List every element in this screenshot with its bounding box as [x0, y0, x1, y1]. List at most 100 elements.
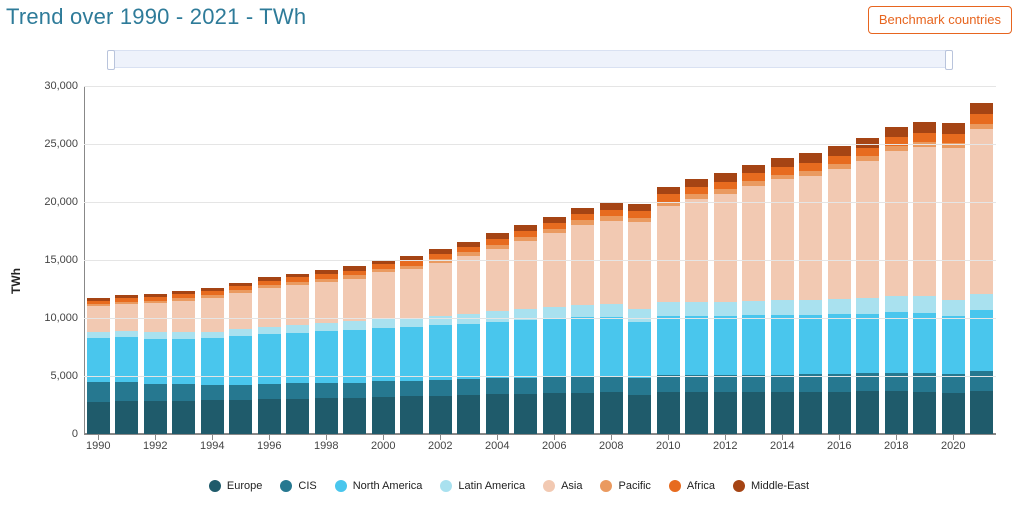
range-handle-right[interactable]: [945, 50, 953, 70]
bar-segment: [372, 328, 395, 382]
bar-segment: [942, 148, 965, 300]
bar[interactable]: [885, 126, 908, 434]
legend-item[interactable]: North America: [333, 480, 425, 492]
x-slot: 2000: [369, 438, 398, 454]
bar-segment: [429, 325, 452, 380]
x-slot: 2008: [597, 438, 626, 454]
bar-segment: [543, 393, 566, 434]
grid-line: [84, 202, 996, 203]
y-tick-label: 10,000: [44, 312, 78, 324]
benchmark-button[interactable]: Benchmark countries: [868, 6, 1012, 34]
bar-segment: [685, 179, 708, 187]
bar-segment: [571, 305, 594, 317]
x-slot: 2006: [540, 438, 569, 454]
bar[interactable]: [543, 217, 566, 434]
bar[interactable]: [942, 123, 965, 434]
legend-item[interactable]: Pacific: [598, 480, 652, 492]
bar[interactable]: [372, 259, 395, 434]
bar-segment: [514, 320, 537, 378]
bar[interactable]: [486, 233, 509, 434]
bar[interactable]: [343, 266, 366, 434]
bar-segment: [372, 397, 395, 434]
bar-segment: [714, 182, 737, 190]
x-slot: [854, 438, 883, 454]
bar-segment: [742, 173, 765, 181]
bar[interactable]: [657, 187, 680, 434]
bar-segment: [400, 327, 423, 380]
bar[interactable]: [571, 207, 594, 434]
bar-segment: [771, 392, 794, 434]
x-slot: [683, 438, 712, 454]
bar-segment: [400, 381, 423, 397]
legend-item[interactable]: Asia: [541, 480, 584, 492]
x-slot: [512, 438, 541, 454]
bar-segment: [486, 322, 509, 378]
legend-item[interactable]: Europe: [207, 480, 264, 492]
bar-segment: [856, 391, 879, 434]
legend-item[interactable]: Middle-East: [731, 480, 811, 492]
bar-segment: [828, 146, 851, 156]
bar[interactable]: [429, 249, 452, 434]
bar-segment: [543, 377, 566, 393]
bar-segment: [486, 311, 509, 322]
bar[interactable]: [714, 173, 737, 434]
year-range-slider[interactable]: [110, 50, 950, 68]
bar[interactable]: [828, 146, 851, 434]
bar[interactable]: [172, 291, 195, 434]
bar-segment: [856, 314, 879, 373]
legend-swatch: [600, 480, 612, 492]
bar-segment: [514, 394, 537, 434]
bar[interactable]: [799, 153, 822, 434]
bar[interactable]: [115, 295, 138, 434]
bar-segment: [457, 395, 480, 434]
bar-segment: [742, 315, 765, 374]
y-tick-label: 0: [72, 428, 78, 440]
x-slot: [797, 438, 826, 454]
x-slot: 2004: [483, 438, 512, 454]
bar-segment: [144, 401, 167, 434]
bar-segment: [685, 199, 708, 302]
y-tick-label: 5,000: [50, 370, 78, 382]
bar[interactable]: [742, 165, 765, 434]
bar-segment: [913, 122, 936, 133]
bar[interactable]: [913, 122, 936, 434]
bar-segment: [970, 103, 993, 114]
bar-segment: [172, 339, 195, 385]
bar[interactable]: [201, 288, 224, 434]
bar[interactable]: [286, 273, 309, 434]
bar-segment: [543, 319, 566, 377]
bar-segment: [571, 225, 594, 305]
bar[interactable]: [771, 158, 794, 434]
bar[interactable]: [685, 179, 708, 434]
legend-item[interactable]: Africa: [667, 480, 717, 492]
bar-segment: [856, 298, 879, 314]
bar-segment: [229, 293, 252, 329]
bar-segment: [828, 314, 851, 374]
bar-segment: [87, 382, 110, 402]
bar[interactable]: [457, 241, 480, 434]
bar[interactable]: [229, 283, 252, 434]
bar-segment: [942, 393, 965, 434]
y-axis-label: TWh: [9, 268, 23, 294]
bar[interactable]: [400, 255, 423, 434]
x-tick-label: 2018: [884, 440, 908, 452]
bar[interactable]: [315, 270, 338, 434]
bar[interactable]: [144, 294, 167, 434]
bar-segment: [628, 211, 651, 218]
bar-segment: [315, 398, 338, 434]
grid-line: [84, 86, 996, 87]
bar[interactable]: [514, 225, 537, 434]
bar-segment: [685, 187, 708, 194]
range-handle-left[interactable]: [107, 50, 115, 70]
x-tick-label: 1996: [257, 440, 281, 452]
bar[interactable]: [970, 103, 993, 434]
bar[interactable]: [258, 277, 281, 434]
bar[interactable]: [856, 138, 879, 434]
bar-segment: [429, 316, 452, 326]
bar[interactable]: [628, 204, 651, 434]
bar-segment: [600, 203, 623, 210]
bar-segment: [771, 375, 794, 393]
legend-item[interactable]: Latin America: [438, 480, 527, 492]
bar-segment: [115, 382, 138, 401]
legend-item[interactable]: CIS: [278, 480, 318, 492]
